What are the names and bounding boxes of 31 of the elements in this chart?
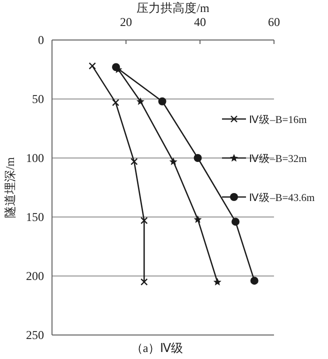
point (88, 62, 96, 70)
point (140, 278, 148, 286)
legend: Ⅳ级–B=16m (222, 115, 307, 126)
point (169, 158, 178, 166)
point (130, 158, 138, 166)
y-tick-label: 200 (26, 269, 44, 283)
point (136, 97, 144, 105)
point (194, 215, 202, 223)
y-tick-label: 250 (26, 328, 44, 342)
legend-label: Ⅳ级–B=16m (249, 114, 307, 126)
y-tick-label: 100 (26, 151, 44, 165)
y-tick-label: 0 (38, 33, 44, 47)
text: （a）Ⅳ级 (130, 341, 184, 355)
y-tick-label: 50 (32, 92, 44, 106)
point (250, 276, 258, 285)
legend: Ⅳ级–B=32m (222, 154, 307, 165)
y-tick-label: 150 (26, 210, 44, 224)
legend: Ⅳ级–B=43.6m (222, 193, 315, 204)
legend-label: Ⅳ级–B=32m (249, 153, 307, 165)
x-tick-label: 60 (268, 15, 280, 29)
y-axis-title: 隧道埋深/m (3, 156, 17, 218)
point (112, 98, 120, 106)
point (140, 216, 148, 224)
x-axis-title: 压力拱高度/m (136, 1, 210, 15)
point (194, 154, 202, 162)
x-tick-label: 40 (194, 15, 206, 29)
point (158, 97, 166, 106)
point (232, 218, 240, 226)
x-tick-label: 20 (120, 15, 132, 29)
legend-label: Ⅳ级–B=43.6m (249, 192, 315, 204)
point (213, 278, 222, 286)
